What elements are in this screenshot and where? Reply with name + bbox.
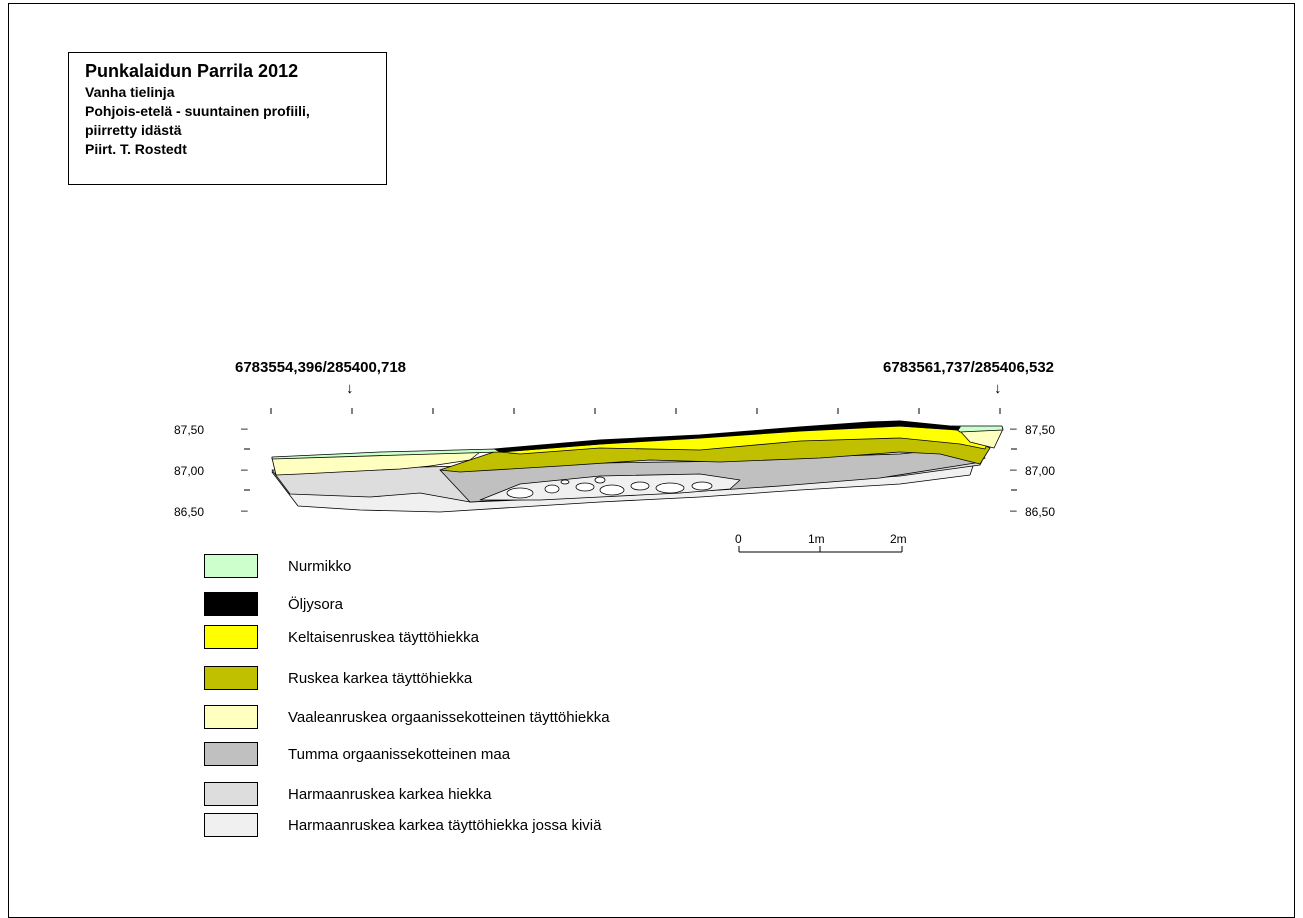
level-tick-left: – — [241, 503, 248, 517]
level-label-left: 86,50 — [174, 505, 205, 519]
level-tick-right: – — [1010, 462, 1017, 476]
coordinate-left: 6783554,396/285400,718 — [235, 359, 407, 376]
legend-swatch — [204, 554, 258, 578]
level-tick-left: – — [241, 462, 248, 476]
legend-label: Öljysora — [288, 596, 344, 613]
level-label-left: 87,00 — [174, 464, 205, 478]
legend-label: Harmaanruskea karkea täyttöhiekka jossa … — [288, 817, 602, 834]
legend-swatch — [204, 592, 258, 616]
title-line-1: Vanha tielinja — [85, 84, 175, 100]
title-line-3: piirretty idästä — [85, 122, 182, 138]
title-block: Punkalaidun Parrila 2012 Vanha tielinja … — [68, 52, 387, 185]
scale-label-2m: 2m — [890, 532, 907, 546]
drawing-title: Punkalaidun Parrila 2012 — [85, 61, 299, 81]
legend-label: Keltaisenruskea täyttöhiekka — [288, 629, 479, 646]
down-arrow-icon: ↓ — [346, 380, 354, 397]
level-label-right: 86,50 — [1025, 505, 1056, 519]
level-tick-right: – — [1010, 421, 1017, 435]
scale-label-0: 0 — [735, 532, 742, 546]
legend-swatch — [204, 625, 258, 649]
title-line-4: Piirt. T. Rostedt — [85, 141, 187, 157]
legend-swatch — [204, 782, 258, 806]
oil-gravel-layer — [493, 420, 961, 453]
legend-label: Ruskea karkea täyttöhiekka — [288, 670, 473, 687]
legend-label: Vaaleanruskea orgaanissekotteinen täyttö… — [288, 709, 610, 726]
level-label-right: 87,50 — [1025, 423, 1056, 437]
legend-swatch — [204, 742, 258, 766]
scale-label-1m: 1m — [808, 532, 825, 546]
scale-bar — [738, 546, 903, 553]
top-tick-marks — [244, 408, 1017, 491]
level-label-left: 87,50 — [174, 423, 205, 437]
legend-swatch — [204, 666, 258, 690]
legend-label: Tumma orgaanissekotteinen maa — [288, 746, 511, 763]
legend-swatch — [204, 813, 258, 837]
legend-label: Harmaanruskea karkea hiekka — [288, 786, 492, 803]
level-tick-right: – — [1010, 503, 1017, 517]
legend-label: Nurmikko — [288, 558, 352, 575]
down-arrow-icon: ↓ — [994, 380, 1002, 397]
legend-swatch — [204, 705, 258, 729]
title-line-2: Pohjois-etelä - suuntainen profiili, — [85, 103, 310, 119]
level-tick-left: – — [241, 421, 248, 435]
level-label-right: 87,00 — [1025, 464, 1056, 478]
coordinate-right: 6783561,737/285406,532 — [883, 359, 1055, 376]
stones — [506, 476, 713, 499]
